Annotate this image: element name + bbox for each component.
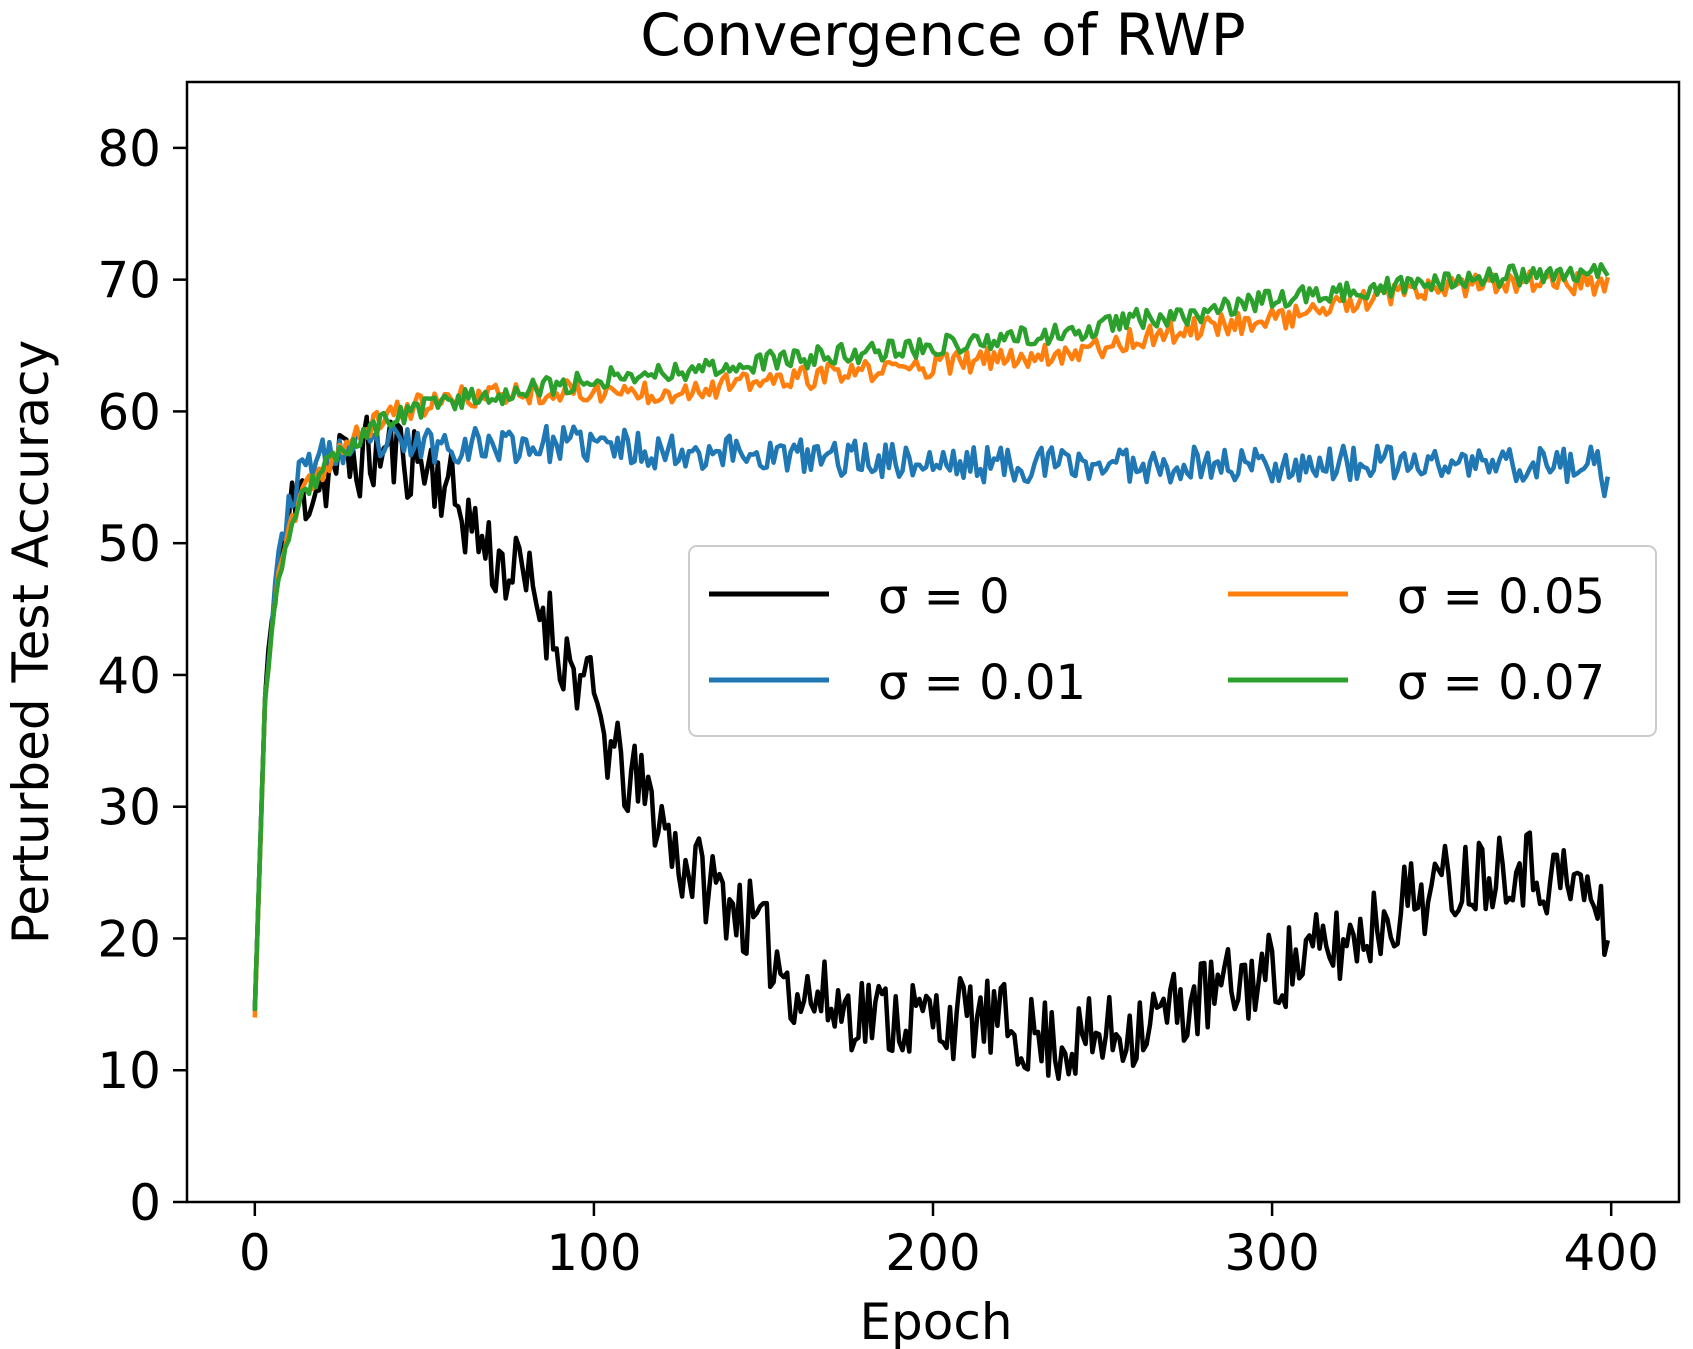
series-line-3 [252,262,1610,1011]
y-tick-label: 60 [97,383,161,441]
chart-title: Convergence of RWP [640,1,1245,69]
y-tick-label: 10 [97,1042,161,1100]
y-tick-label: 50 [97,515,161,573]
x-tick-label: 200 [885,1224,980,1282]
y-tick-label: 20 [97,910,161,968]
legend-label-sigma-0-05: σ = 0.05 [1397,569,1605,625]
legend-box [688,545,1657,737]
series-layer [252,262,1611,1082]
y-tick-label: 80 [97,120,161,178]
series-line-0 [252,414,1610,1082]
x-tick-label: 100 [546,1224,641,1282]
y-tick-label: 70 [97,252,161,310]
y-tick-label: 0 [129,1174,161,1232]
legend-label-sigma-0: σ = 0 [878,569,1010,625]
y-axis: 0 10 20 30 40 50 60 70 80 [97,120,187,1232]
x-axis-title: Epoch [859,1293,1012,1349]
x-tick-label: 400 [1563,1224,1658,1282]
x-tick-label: 300 [1224,1224,1319,1282]
y-axis-title: Perturbed Test Accuracy [2,340,60,944]
series-line-1 [252,423,1611,1011]
legend-label-sigma-0-07: σ = 0.07 [1397,655,1605,711]
legend-label-sigma-0-01: σ = 0.01 [878,655,1086,711]
y-tick-label: 30 [97,779,161,837]
legend: σ = 0 σ = 0.01 σ = 0.05 σ = 0.07 [688,545,1657,737]
y-tick-label: 40 [97,647,161,705]
x-axis: 0 100 200 300 400 [239,1202,1659,1282]
x-tick-label: 0 [239,1224,271,1282]
